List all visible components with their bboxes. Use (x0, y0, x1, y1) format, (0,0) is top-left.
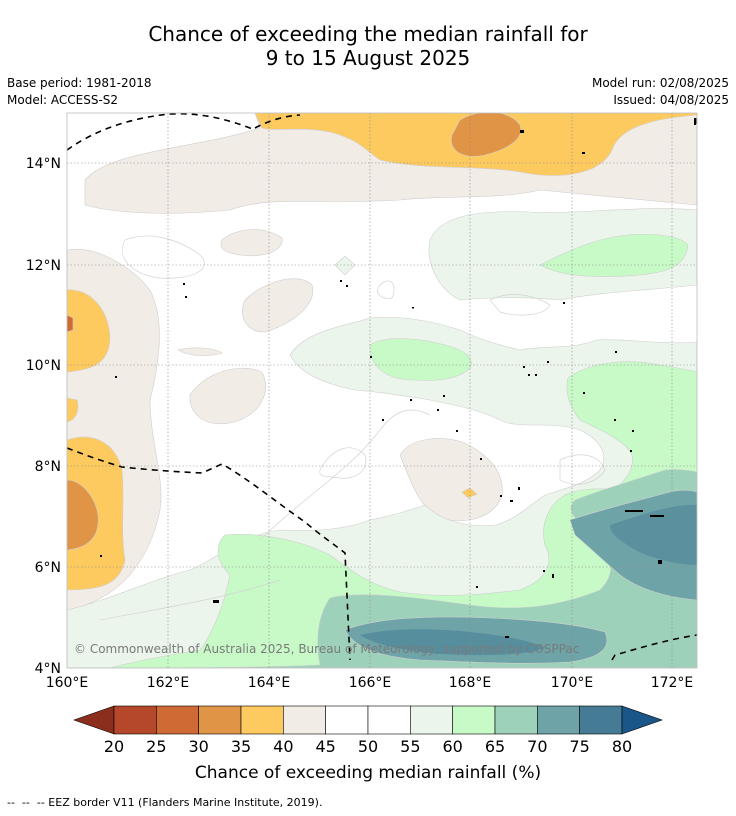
lon-tick: 162°E (147, 675, 190, 691)
colorbar-swatch (283, 705, 326, 735)
map-frame (66, 112, 698, 669)
colorbar-tick-label: 45 (315, 737, 335, 756)
lon-tick: 166°E (349, 675, 392, 691)
colorbar-tick-label: 35 (231, 737, 251, 756)
colorbar-tick-label: 75 (569, 737, 589, 756)
chart-title: Chance of exceeding the median rainfall … (0, 22, 736, 70)
probability-map: © Commonwealth of Australia 2025, Bureau… (67, 113, 697, 668)
eez-border (67, 113, 697, 661)
colorbar-tick-label: 30 (188, 737, 208, 756)
lat-tick: 4°N (35, 661, 61, 677)
graticule (67, 113, 697, 668)
lon-tick: 168°E (449, 675, 492, 691)
colorbar-tick-label: 60 (442, 737, 462, 756)
longitude-labels: 160°E 162°E 164°E 166°E 168°E 170°E 172°… (46, 675, 694, 691)
title-line-2: 9 to 15 August 2025 (265, 46, 471, 70)
base-period-text: Base period: 1981-2018 (7, 76, 152, 90)
colorbar-swatch (410, 705, 453, 735)
colorbar-labels: 20 25 30 35 40 45 50 55 60 65 70 75 80 (104, 737, 632, 756)
model-text: Model: ACCESS-S2 (7, 93, 119, 107)
title-line-1: Chance of exceeding the median rainfall … (148, 22, 588, 46)
lon-tick: 160°E (46, 675, 89, 691)
colorbar-tick-label: 55 (400, 737, 420, 756)
lat-tick: 12°N (26, 258, 61, 274)
issued-text: Issued: 04/08/2025 (613, 93, 729, 107)
colorbar-tick-label: 50 (358, 737, 378, 756)
colorbar-title: Chance of exceeding median rainfall (%) (195, 763, 541, 783)
lat-tick: 6°N (35, 560, 61, 576)
lon-tick: 170°E (551, 675, 594, 691)
colorbar (73, 705, 663, 735)
colorbar-tick-label: 20 (104, 737, 124, 756)
lat-tick: 8°N (35, 459, 61, 475)
eez-footnote: -- -- -- EEZ border V11 (Flanders Marine… (7, 796, 323, 809)
islands (100, 118, 696, 638)
colorbar-swatch (198, 705, 242, 735)
colorbar-swatch (579, 705, 623, 735)
colorbar-tick-label: 80 (612, 737, 632, 756)
model-run-text: Model run: 02/08/2025 (591, 76, 729, 90)
copyright-text: © Commonwealth of Australia 2025, Bureau… (74, 642, 579, 656)
region-75-80 (360, 505, 697, 656)
colorbar-swatch (156, 705, 199, 735)
colorbar-under-arrow (73, 705, 115, 735)
colorbar-swatch (367, 705, 411, 735)
region-30-35 (67, 113, 522, 551)
lat-tick: 10°N (26, 358, 61, 374)
lon-tick: 164°E (248, 675, 291, 691)
meta-left: Base period: 1981-2018 Model: ACCESS-S2 (7, 75, 152, 109)
colorbar-swatch (325, 705, 369, 735)
colorbar-swatch (537, 705, 580, 735)
colorbar-tick-label: 65 (485, 737, 505, 756)
latitude-labels: 14°N 12°N 10°N 8°N 6°N 4°N (26, 156, 61, 677)
region-65-70 (67, 469, 697, 668)
colorbar-over-arrow (621, 705, 663, 735)
meta-right: Model run: 02/08/2025 Issued: 04/08/2025 (592, 75, 729, 109)
colorbar-tick-label: 70 (527, 737, 547, 756)
lat-tick: 14°N (26, 156, 61, 172)
colorbar-tick-label: 25 (146, 737, 166, 756)
colorbar-swatch (113, 705, 157, 735)
colorbar-swatch (240, 705, 284, 735)
colorbar-swatch (494, 705, 538, 735)
colorbar-tick-label: 40 (273, 737, 293, 756)
region-60-65 (67, 234, 697, 668)
lon-tick: 172°E (651, 675, 694, 691)
colorbar-swatch (452, 705, 496, 735)
